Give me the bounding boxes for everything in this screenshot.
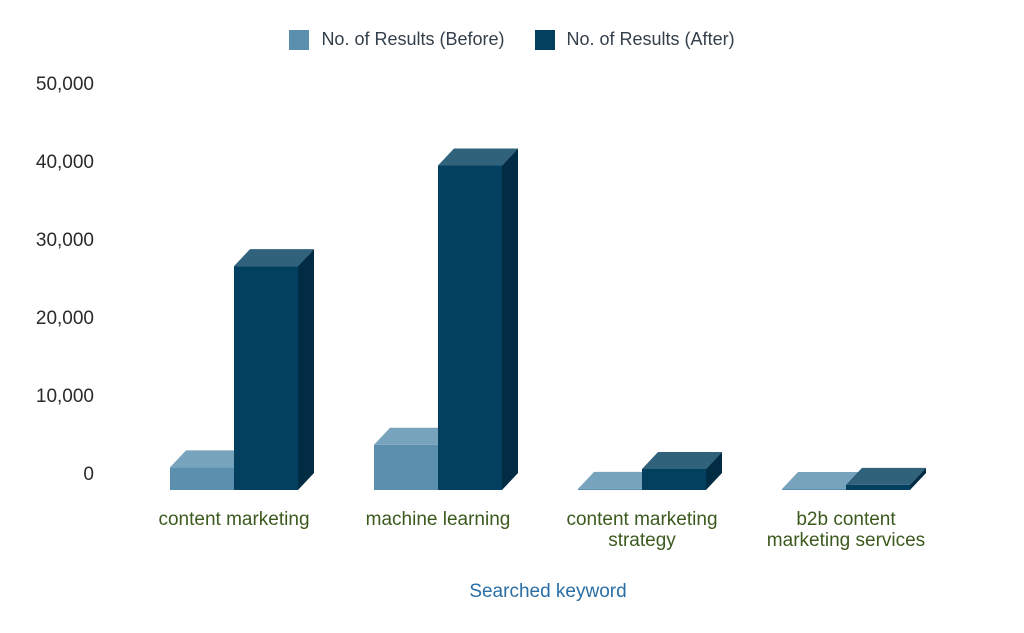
y-tick-label: 0 — [83, 464, 94, 485]
bar-group — [170, 148, 926, 490]
x-tick-label: content marketing — [158, 509, 309, 530]
bar-after[interactable] — [642, 451, 722, 490]
bar-after[interactable] — [438, 148, 518, 490]
y-axis: 0 10,000 20,000 30,000 40,000 50,000 — [36, 74, 94, 485]
legend-label-before: No. of Results (Before) — [321, 29, 505, 49]
legend-label-after: No. of Results (After) — [566, 29, 735, 49]
chart-legend: No. of Results (Before) No. of Results (… — [0, 29, 1024, 50]
legend-swatch-before — [289, 29, 310, 50]
y-tick-label: 50,000 — [36, 74, 94, 95]
x-axis: content marketing machine learning content… — [158, 509, 925, 551]
x-tick-label: machine learning — [366, 509, 511, 530]
x-tick-label: b2b content marketing services — [767, 509, 925, 551]
x-tick-label: content marketing strategy — [566, 509, 717, 551]
legend-swatch-after — [534, 29, 555, 50]
y-tick-label: 30,000 — [36, 230, 94, 251]
legend-item-before[interactable]: No. of Results (Before) — [289, 29, 505, 50]
bar-after[interactable] — [846, 467, 926, 490]
x-axis-title: Searched keyword — [469, 581, 626, 602]
y-tick-label: 20,000 — [36, 308, 94, 329]
legend-item-after[interactable]: No. of Results (After) — [534, 29, 735, 50]
y-tick-label: 40,000 — [36, 152, 94, 173]
bar-after[interactable] — [234, 249, 314, 490]
y-tick-label: 10,000 — [36, 386, 94, 407]
